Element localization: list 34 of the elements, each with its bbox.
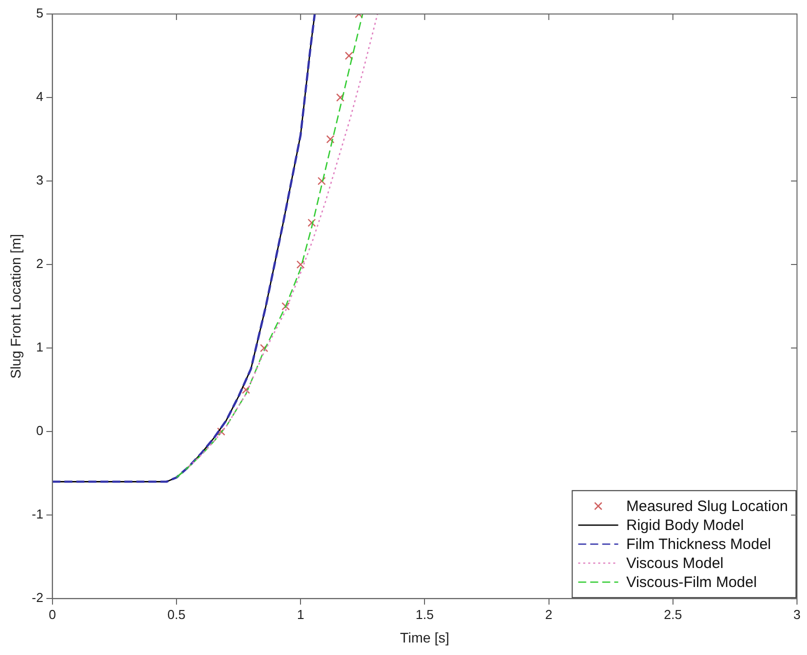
x-tick-label: 0 bbox=[48, 606, 56, 622]
y-tick-label: -1 bbox=[32, 506, 44, 522]
point bbox=[217, 427, 226, 436]
x-tick-label: 1 bbox=[296, 606, 304, 622]
point bbox=[336, 93, 344, 102]
legend-label: Rigid Body Model bbox=[626, 517, 744, 534]
x-tick-label: 2.5 bbox=[664, 606, 682, 622]
x-tick-label: 0.5 bbox=[167, 606, 186, 622]
x-tick-label: 1.5 bbox=[416, 606, 434, 622]
point bbox=[242, 386, 250, 394]
legend-label: Viscous-Film Model bbox=[626, 574, 757, 592]
legend-label: Viscous Model bbox=[626, 555, 724, 572]
x-axis-title: Time [s] bbox=[400, 629, 450, 646]
y-tick-label: 5 bbox=[36, 6, 44, 21]
y-tick-label: 0 bbox=[36, 423, 44, 438]
point bbox=[344, 52, 354, 60]
point bbox=[260, 344, 268, 352]
x-tick-label: 2 bbox=[545, 606, 552, 622]
point bbox=[326, 135, 334, 144]
y-tick-label: 2 bbox=[36, 256, 44, 272]
line-series bbox=[176, 14, 364, 478]
point bbox=[308, 218, 316, 227]
legend-label: Measured Slug Location bbox=[626, 498, 788, 516]
point bbox=[318, 176, 326, 186]
legend-label: Film Thickness Model bbox=[626, 536, 771, 554]
y-axis-title: Slug Front Location [m] bbox=[7, 234, 24, 379]
y-tick-label: -2 bbox=[32, 590, 44, 606]
point bbox=[296, 260, 305, 269]
point bbox=[282, 302, 290, 310]
y-tick-label: 3 bbox=[36, 172, 44, 188]
line-series bbox=[188, 14, 378, 468]
x-tick-label: 3 bbox=[793, 606, 801, 622]
y-tick-label: 1 bbox=[36, 340, 44, 355]
y-tick-label: 4 bbox=[36, 89, 44, 104]
